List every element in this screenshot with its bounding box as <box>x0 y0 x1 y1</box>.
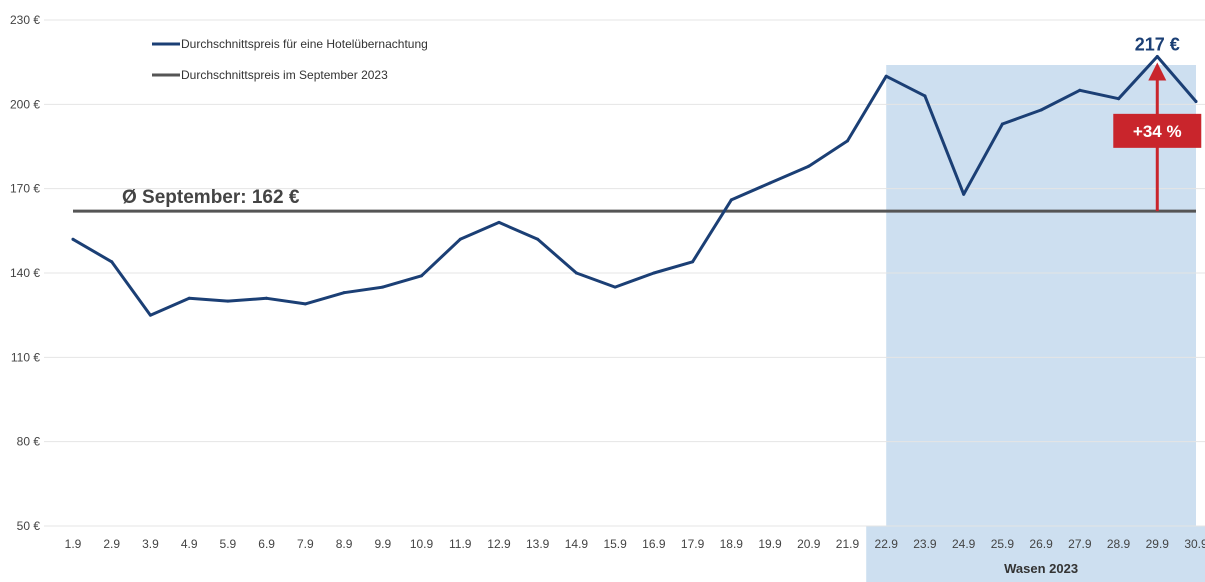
x-tick-label: 23.9 <box>913 537 937 551</box>
x-tick-label: 30.9 <box>1184 537 1205 551</box>
data-point <box>265 296 269 300</box>
data-point <box>110 260 114 264</box>
data-point <box>1039 108 1043 112</box>
data-point <box>574 271 578 275</box>
x-tick-label: 19.9 <box>758 537 782 551</box>
y-tick-label: 80 € <box>17 435 41 449</box>
legend-label-average: Durchschnittspreis im September 2023 <box>181 68 388 82</box>
average-line-layer: Ø September: 162 € <box>73 187 1196 213</box>
y-tick-label: 200 € <box>10 97 40 111</box>
series-layer <box>71 55 1198 317</box>
data-point <box>652 271 656 275</box>
peak-label: 217 € <box>1135 35 1180 55</box>
x-tick-label: 12.9 <box>487 537 511 551</box>
x-tick-label: 25.9 <box>991 537 1015 551</box>
x-tick-label: 22.9 <box>875 537 899 551</box>
data-point <box>691 260 695 264</box>
x-tick-label: 21.9 <box>836 537 860 551</box>
x-tick-label: 7.9 <box>297 537 314 551</box>
x-tick-label: 27.9 <box>1068 537 1092 551</box>
x-tick-label: 15.9 <box>603 537 627 551</box>
legend-label-price: Durchschnittspreis für eine Hotelübernac… <box>181 37 428 51</box>
data-point <box>1117 97 1121 101</box>
highlight-label: Wasen 2023 <box>1004 561 1078 576</box>
data-point <box>381 285 385 289</box>
increase-arrow-head <box>1148 62 1167 81</box>
x-tick-label: 20.9 <box>797 537 821 551</box>
y-tick-label: 140 € <box>10 266 40 280</box>
increase-label: +34 % <box>1133 122 1182 141</box>
y-tick-label: 50 € <box>17 519 41 533</box>
data-point <box>1000 122 1004 126</box>
data-point <box>845 139 849 143</box>
x-tick-label: 3.9 <box>142 537 159 551</box>
data-point <box>497 220 501 224</box>
data-point <box>1194 100 1198 104</box>
data-point <box>1078 88 1082 92</box>
x-tick-label: 13.9 <box>526 537 550 551</box>
price-series-line <box>71 55 1198 317</box>
data-point <box>1155 55 1159 59</box>
increase-badge <box>1113 113 1202 148</box>
x-tick-label: 28.9 <box>1107 537 1131 551</box>
data-point <box>458 237 462 241</box>
x-tick-label: 5.9 <box>220 537 237 551</box>
data-point <box>226 299 230 303</box>
x-tick-label: 1.9 <box>65 537 82 551</box>
data-point <box>420 274 424 278</box>
data-point <box>187 296 191 300</box>
data-point <box>536 237 540 241</box>
y-tick-label: 230 € <box>10 13 40 27</box>
data-point <box>768 181 772 185</box>
x-tick-label: 11.9 <box>449 537 472 551</box>
data-point <box>342 291 346 295</box>
x-tick-label: 14.9 <box>565 537 589 551</box>
data-point <box>884 74 888 78</box>
data-point <box>729 198 733 202</box>
data-point <box>807 164 811 168</box>
x-tick-label: 26.9 <box>1029 537 1053 551</box>
y-tick-label: 110 € <box>11 350 40 364</box>
x-tick-label: 18.9 <box>720 537 744 551</box>
y-tick-label: 170 € <box>10 182 40 196</box>
x-tick-label: 6.9 <box>258 537 275 551</box>
data-point <box>303 302 307 306</box>
x-tick-label: 9.9 <box>374 537 391 551</box>
legend: Durchschnittspreis für eine Hotelübernac… <box>152 37 428 82</box>
highlight-band-footer <box>866 526 1205 582</box>
x-tick-label: 2.9 <box>103 537 120 551</box>
x-tick-label: 8.9 <box>336 537 353 551</box>
annotation-layer: 217 € +34 % <box>1113 35 1202 212</box>
data-point <box>923 94 927 98</box>
average-label: Ø September: 162 € <box>122 187 300 208</box>
y-axis: 50 € 80 € 110 € 140 € 170 € 200 € 230 € <box>10 13 40 533</box>
data-point <box>962 192 966 196</box>
data-point <box>71 237 75 241</box>
x-tick-label: 24.9 <box>952 537 976 551</box>
x-axis: 1.9 2.9 3.9 4.9 5.9 6.9 7.9 8.9 9.9 10.9 11.9 12.9 1… <box>65 537 1205 551</box>
gridlines <box>44 19 1205 527</box>
x-tick-label: 4.9 <box>181 537 198 551</box>
x-tick-label: 17.9 <box>681 537 705 551</box>
data-point <box>613 285 617 289</box>
x-tick-label: 29.9 <box>1146 537 1170 551</box>
x-tick-label: 16.9 <box>642 537 666 551</box>
x-tick-label: 10.9 <box>410 537 434 551</box>
data-point <box>148 313 152 317</box>
